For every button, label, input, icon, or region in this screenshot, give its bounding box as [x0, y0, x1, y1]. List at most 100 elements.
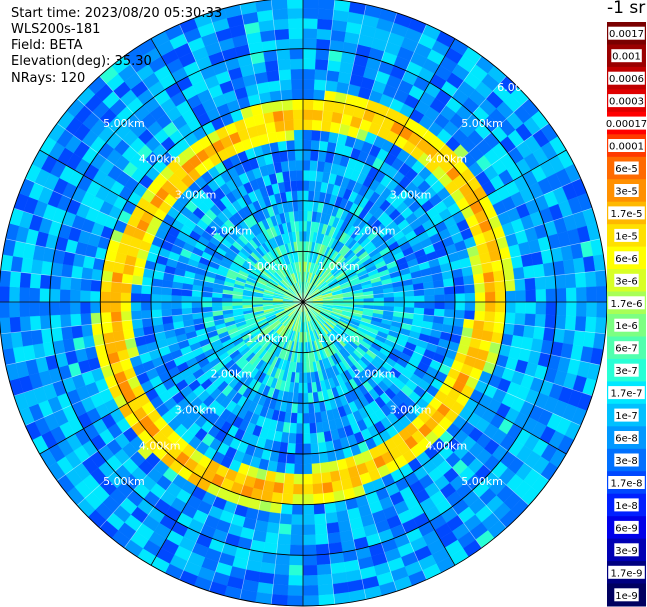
gate-cell	[79, 290, 91, 303]
colorbar: 0.0017 0.001 0.0006 0.0003 0.00017 0.0001 6e-5…	[605, 22, 647, 607]
gate-cell	[343, 299, 354, 303]
gate-cell	[309, 160, 318, 172]
gate-cell	[474, 282, 486, 294]
gate-cell	[505, 301, 516, 314]
gate-cell	[19, 301, 30, 317]
gate-cell	[534, 314, 547, 328]
gate-cell	[140, 284, 152, 295]
gate-cell	[302, 18, 318, 29]
gate-cell	[324, 90, 337, 102]
gate-cell	[60, 326, 73, 341]
gate-cell	[513, 266, 525, 280]
gate-cell	[586, 286, 598, 303]
gate-cell	[59, 289, 71, 303]
polar-plot: 1.00km 1.00km 1.00km 1.00km 2.00km 2.00km 2.00…	[0, 0, 608, 607]
range-ring-label: 5.00km	[461, 117, 503, 130]
gate-cell	[493, 321, 505, 334]
gate-cell	[274, 563, 290, 576]
gate-cell	[315, 543, 330, 556]
gate-cell	[383, 297, 395, 303]
gate-cell	[271, 492, 284, 504]
gate-cell	[443, 285, 455, 295]
colorbar-tick-label: 0.0006	[609, 74, 644, 85]
gate-cell	[312, 483, 324, 495]
gate-cell	[495, 301, 506, 313]
range-ring-label: 2.00km	[354, 224, 396, 237]
gate-cell	[434, 301, 446, 310]
gate-cell	[504, 279, 516, 292]
gate-cell	[586, 301, 598, 318]
gate-cell	[311, 473, 323, 485]
gate-cell	[111, 320, 123, 333]
gate-cell	[211, 301, 223, 307]
gate-cell	[294, 139, 304, 151]
gate-cell	[282, 109, 294, 121]
gate-cell	[314, 523, 328, 535]
gate-cell	[151, 309, 163, 319]
gate-cell	[290, 524, 304, 536]
gate-cell	[80, 312, 92, 326]
gate-cell	[91, 323, 103, 336]
gate-cell	[288, 160, 297, 172]
gate-cell	[302, 524, 316, 536]
gate-cell	[313, 89, 326, 101]
gate-cell	[8, 301, 20, 318]
gate-cell	[69, 289, 81, 303]
gate-cell	[289, 554, 304, 566]
gate-cell	[269, 90, 282, 102]
gate-cell	[302, 28, 318, 40]
gate-cell	[274, 471, 286, 484]
colorbar-tick-label: 1e-8	[615, 501, 638, 512]
gate-cell	[302, 595, 320, 607]
gate-cell	[302, 403, 309, 414]
gate-cell	[111, 271, 123, 284]
range-ring-label: 2.00km	[211, 224, 253, 237]
gate-cell	[59, 301, 71, 315]
gate-cell	[71, 265, 83, 279]
gate-cell	[315, 48, 330, 61]
gate-cell	[315, 58, 329, 71]
gate-cell	[327, 59, 342, 72]
gate-cell	[292, 99, 304, 110]
gate-cell	[515, 301, 527, 314]
gate-cell	[110, 311, 122, 323]
gate-cell	[319, 130, 331, 143]
gate-cell	[302, 484, 314, 495]
gate-cell	[30, 329, 43, 345]
gate-cell	[474, 310, 486, 322]
gate-cell	[150, 301, 162, 311]
gate-cell	[595, 270, 607, 287]
gate-cell	[287, 7, 304, 19]
range-ring-label: 2.00km	[354, 368, 396, 381]
gate-cell	[484, 311, 496, 323]
gate-cell	[221, 301, 233, 307]
gate-cell	[316, 553, 331, 566]
gate-cell	[292, 494, 304, 505]
gate-cell	[272, 8, 289, 20]
gate-cell	[291, 89, 304, 100]
gate-cell	[585, 271, 597, 288]
gate-cell	[326, 70, 340, 82]
colorbar-tick-label: 0.00017	[606, 119, 647, 130]
gate-cell	[100, 301, 111, 313]
gate-cell	[242, 301, 253, 306]
gate-cell	[302, 443, 312, 455]
field-label: Field: BETA	[11, 38, 83, 53]
gate-cell	[0, 270, 11, 287]
gate-cell	[284, 129, 295, 141]
gate-cell	[130, 283, 142, 294]
range-ring-label: 5.00km	[103, 117, 145, 130]
gate-cell	[100, 280, 112, 293]
gate-cell	[295, 433, 304, 445]
gate-cell	[313, 79, 327, 91]
gate-cell	[299, 241, 304, 252]
gate-cell	[277, 533, 291, 546]
gate-cell	[91, 268, 103, 281]
gate-cell	[19, 316, 32, 332]
gate-cell	[296, 180, 304, 191]
gate-cell	[310, 150, 320, 162]
gate-cell	[302, 7, 319, 19]
gate-cell	[291, 504, 304, 515]
gate-cell	[503, 268, 515, 281]
gate-cell	[554, 315, 567, 330]
